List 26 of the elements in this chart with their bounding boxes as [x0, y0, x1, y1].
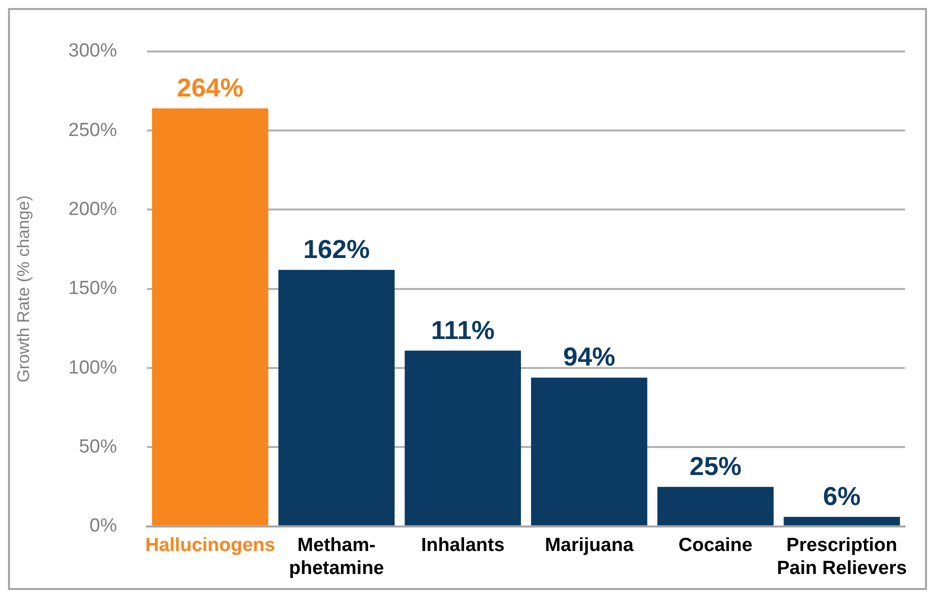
data-label: 6% [823, 481, 861, 512]
y-tick-label: 300% [68, 40, 118, 62]
y-tick-label: 100% [68, 357, 118, 378]
data-label: 162% [303, 234, 370, 264]
data-label: 94% [563, 342, 616, 372]
data-label: 25% [689, 450, 742, 481]
y-tick-label: 250% [68, 120, 118, 141]
bar [404, 350, 521, 526]
x-tick-label: Inhalants [421, 535, 505, 556]
y-tick-label: 0% [90, 516, 118, 537]
bar [278, 270, 395, 526]
y-tick-label: 50% [78, 436, 118, 458]
x-tick-label: Prescription Pain Relievers [776, 535, 907, 579]
bar [531, 378, 648, 526]
y-tick-label: 150% [68, 278, 118, 300]
x-tick-label: Marijuana [544, 535, 634, 556]
x-tick-label: Cocaine [678, 535, 752, 556]
bar [152, 108, 268, 526]
data-label: 264% [176, 72, 244, 103]
bar [657, 486, 774, 526]
y-axis-title: Growth Rate (% change) [14, 195, 33, 382]
data-label: 111% [431, 314, 495, 345]
x-tick-label: Metham- phetamine [288, 535, 384, 579]
x-tick-label: Hallucinogens [145, 535, 276, 556]
y-tick-label: 200% [68, 198, 118, 220]
bar [784, 516, 900, 526]
